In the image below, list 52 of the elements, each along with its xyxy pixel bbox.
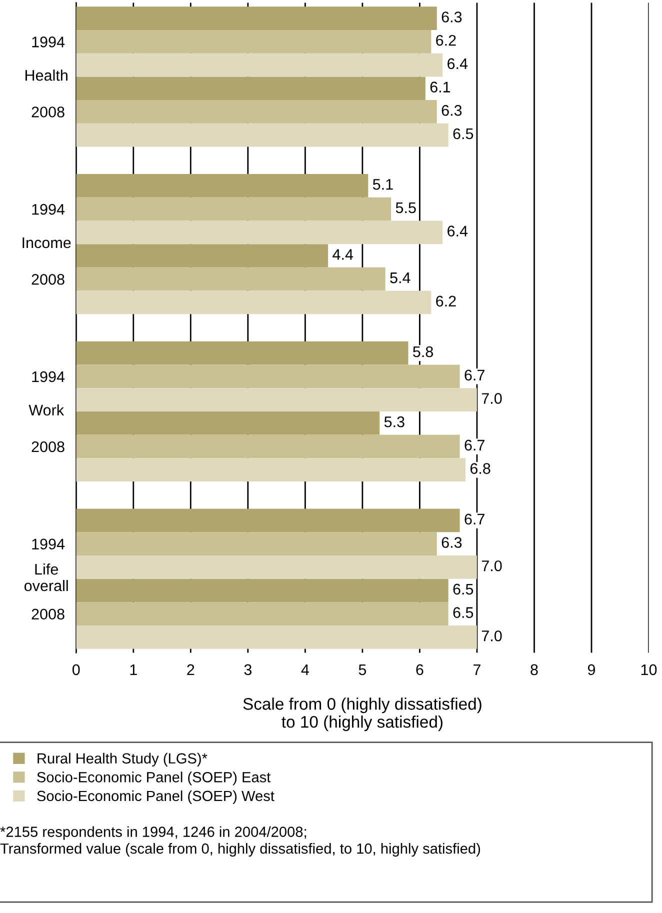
data-label: 6.5 [453,607,474,618]
data-label: 6.4 [448,58,468,70]
text: Work [28,404,64,416]
data-label: 6.8 [470,463,490,474]
text: Health [26,70,68,81]
text: *2155 respondents in 1994, 1246 in 2004/2008; Transformed value (scale from 0, highly dissatisfied, to 10, highly satisfied) [0,826,480,857]
data-label: 5.3 [384,416,404,428]
data-label: 5.4 [390,272,410,284]
y-tick-label: 2008 [32,441,64,452]
data-label: 7.0 [482,630,502,642]
legend-label: Socio-Economic Panel (SOEP) East [37,772,271,786]
x-axis-title: Scale from 0 (highly dissatisfied) to 10 (highly satisfied) [243,698,482,732]
data-label: 6.2 [436,296,456,307]
y-tick-label: 2008 [32,106,64,118]
data-label: 6.3 [442,537,462,548]
data-label: 7.0 [482,393,502,404]
x-tick-label: 10 [641,664,657,676]
data-label: 6.3 [442,12,462,22]
legend-label: Socio-Economic Panel (SOEP) West [37,790,274,804]
data-label: 6.7 [464,514,484,525]
text: Income [22,238,71,248]
x-tick-label: 5 [358,664,366,676]
x-tick-label: 8 [530,664,538,676]
y-tick-label: 1994 [32,36,65,48]
data-label: 6.7 [464,370,484,381]
data-label: 6.1 [430,82,450,92]
y-tick-label: 2008 [32,274,64,285]
data-label: 6.3 [442,105,462,116]
x-tick-label: 3 [244,664,252,676]
x-tick-label: 4 [301,664,309,675]
data-label: 5.5 [396,202,416,214]
data-label: 6.2 [436,34,456,46]
data-label: 5.1 [372,179,393,190]
y-tick-label: 1994 [32,371,65,382]
data-label: 6.7 [464,440,484,451]
x-tick-label: 1 [130,664,137,675]
text: Life overall [24,563,68,592]
x-tick-label: 9 [588,664,596,676]
x-tick-label: 7 [474,664,480,675]
x-tick-label: 6 [416,664,424,676]
data-label: 6.5 [453,128,474,140]
x-tick-label: 0 [72,664,80,676]
data-label: 6.5 [453,584,474,595]
y-tick-label: 1994 [32,204,65,215]
y-tick-label: 1994 [32,538,65,550]
data-label: 5.8 [413,346,433,358]
data-label: 6.4 [448,226,468,236]
y-tick-label: 2008 [32,608,64,620]
x-tick-label: 2 [187,664,194,675]
data-label: 7.0 [482,560,502,572]
data-label: 4.4 [332,249,354,260]
legend-label: Rural Health Study (LGS)* [38,752,208,766]
